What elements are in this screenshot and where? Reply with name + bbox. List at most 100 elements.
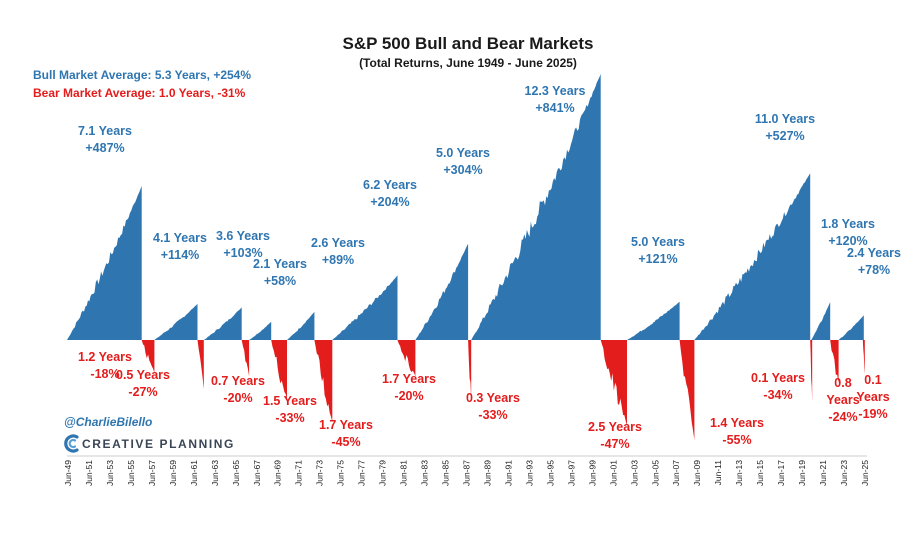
bear-return-label-3: -20% bbox=[223, 391, 252, 405]
market-labels: 7.1 Years +487% 4.1 Years +114% 3.6 Years +10… bbox=[78, 84, 901, 451]
bull-return-label-6: +204% bbox=[370, 195, 409, 209]
bear-return-label-4: -33% bbox=[275, 411, 304, 425]
bear-years-label-10: 0.1 Years bbox=[751, 371, 805, 385]
bear-average-label: Bear Market Average: 1.0 Years, -31% bbox=[33, 86, 246, 100]
bear-market-area-10 bbox=[810, 340, 813, 402]
bear-years-label-8: 2.5 Years bbox=[588, 420, 642, 434]
x-tick-label: Jun-03 bbox=[629, 460, 639, 486]
bear-market-area-1 bbox=[141, 340, 155, 373]
bull-return-label-11: +120% bbox=[828, 234, 867, 248]
brand-name: CREATIVE PLANNING bbox=[82, 437, 235, 451]
bull-return-label-7: +304% bbox=[443, 163, 482, 177]
bear-return-label-9: -55% bbox=[722, 433, 751, 447]
bear-years-label-1: 1.2 Years bbox=[78, 350, 132, 364]
bull-years-label-1: 7.1 Years bbox=[78, 124, 132, 138]
bear-years-unit-label-12: Years bbox=[856, 390, 889, 404]
bull-market-area-10 bbox=[694, 173, 811, 340]
bear-years-label-11: 0.8 bbox=[834, 376, 851, 390]
chart-subtitle: (Total Returns, June 1949 - June 2025) bbox=[359, 56, 577, 70]
bear-return-label-1: -18% bbox=[90, 367, 119, 381]
bear-return-label-8: -47% bbox=[600, 437, 629, 451]
x-tick-label: Jun-21 bbox=[818, 460, 828, 486]
x-tick-label: Jun-83 bbox=[420, 460, 430, 486]
bull-market-area-6 bbox=[332, 275, 398, 340]
bull-years-label-11: 1.8 Years bbox=[821, 217, 875, 231]
bear-return-label-6: -20% bbox=[394, 389, 423, 403]
bear-return-label-10: -34% bbox=[763, 388, 792, 402]
bull-market-area-12 bbox=[838, 315, 864, 340]
bull-years-label-10: 11.0 Years bbox=[755, 112, 815, 126]
bull-market-area-3 bbox=[203, 307, 242, 340]
bear-years-label-9: 1.4 Years bbox=[710, 416, 764, 430]
x-tick-label: Jun-07 bbox=[671, 460, 681, 486]
bull-years-label-6: 6.2 Years bbox=[363, 178, 417, 192]
bear-years-unit-label-11: Years bbox=[826, 393, 859, 407]
bull-return-label-2: +114% bbox=[161, 248, 200, 262]
x-tick-label: Jun-67 bbox=[252, 460, 262, 486]
x-tick-label: Jun-79 bbox=[378, 460, 388, 486]
credit-block: @CharlieBilello CREATIVE PLANNING bbox=[64, 415, 235, 453]
bull-return-label-4: +58% bbox=[264, 274, 296, 288]
x-tick-label: Jun-87 bbox=[462, 460, 472, 486]
x-tick-label: Jun-23 bbox=[839, 460, 849, 486]
bear-market-area-6 bbox=[397, 340, 416, 377]
bull-market-area-5 bbox=[287, 311, 315, 340]
bear-years-label-3: 0.7 Years bbox=[211, 374, 265, 388]
x-tick-label: Jun-77 bbox=[357, 460, 367, 486]
x-tick-label: Jun-57 bbox=[147, 460, 157, 486]
x-tick-label: Jun-11 bbox=[713, 460, 723, 486]
bull-return-label-3: +103% bbox=[223, 246, 262, 260]
bull-market-area-2 bbox=[154, 303, 198, 340]
bull-market-area-4 bbox=[249, 321, 272, 340]
x-tick-label: Jun-91 bbox=[503, 460, 513, 486]
bear-market-area-8 bbox=[600, 340, 627, 426]
bear-years-label-12: 0.1 bbox=[864, 373, 881, 387]
x-tick-label: Jun-61 bbox=[189, 460, 199, 486]
x-tick-label: Jun-25 bbox=[860, 460, 870, 486]
bear-years-label-4: 1.5 Years bbox=[263, 394, 317, 408]
bull-market-area-11 bbox=[811, 302, 831, 340]
bull-market-area-9 bbox=[627, 301, 680, 340]
x-tick-label: Jun-55 bbox=[126, 460, 136, 486]
bear-market-area-12 bbox=[862, 340, 865, 375]
x-tick-label: Jun-63 bbox=[210, 460, 220, 486]
bull-average-label: Bull Market Average: 5.3 Years, +254% bbox=[33, 68, 251, 82]
x-axis-ticks: Jun-49 Jun-51 Jun-53 Jun-55 Jun-57 Jun-59 Jun-… bbox=[63, 455, 870, 486]
bull-market-area-8 bbox=[471, 74, 601, 340]
bear-market-area-3 bbox=[241, 340, 250, 377]
bear-return-label-2: -27% bbox=[128, 385, 157, 399]
x-tick-label: Jun-65 bbox=[231, 460, 241, 486]
author-handle: @CharlieBilello bbox=[64, 415, 152, 429]
bear-return-label-11: -24% bbox=[828, 410, 857, 424]
bear-market-area-9 bbox=[679, 340, 695, 440]
bear-market-area-7 bbox=[468, 340, 472, 400]
x-tick-label: Jun-71 bbox=[294, 460, 304, 486]
x-tick-label: Jun-99 bbox=[587, 460, 597, 486]
chart-title: S&P 500 Bull and Bear Markets bbox=[342, 34, 593, 53]
bull-return-label-9: +121% bbox=[638, 252, 677, 266]
bull-market-area-7 bbox=[415, 243, 469, 340]
bear-return-label-12: -19% bbox=[858, 407, 887, 421]
x-tick-label: Jun-69 bbox=[273, 460, 283, 486]
bull-market-area-1 bbox=[67, 186, 142, 340]
bear-market-area-4 bbox=[271, 340, 287, 400]
bull-years-label-4: 2.1 Years bbox=[253, 257, 307, 271]
bull-years-label-9: 5.0 Years bbox=[631, 235, 685, 249]
bull-return-label-5: +89% bbox=[322, 253, 354, 267]
x-tick-label: Jun-97 bbox=[566, 460, 576, 486]
bear-years-label-6: 1.7 Years bbox=[382, 372, 436, 386]
bull-return-label-12: +78% bbox=[858, 263, 890, 277]
x-tick-label: Jun-59 bbox=[168, 460, 178, 486]
bull-years-label-12: 2.4 Years bbox=[847, 246, 901, 260]
x-tick-label: Jun-51 bbox=[84, 460, 94, 486]
x-tick-label: Jun-85 bbox=[441, 460, 451, 486]
x-tick-label: Jun-93 bbox=[524, 460, 534, 486]
bull-years-label-3: 3.6 Years bbox=[216, 229, 270, 243]
bear-years-label-2: 0.5 Years bbox=[116, 368, 170, 382]
x-tick-label: Jun-15 bbox=[755, 460, 765, 486]
creative-planning-logo-icon bbox=[64, 434, 79, 453]
bull-years-label-8: 12.3 Years bbox=[525, 84, 586, 98]
bull-years-label-2: 4.1 Years bbox=[153, 231, 207, 245]
x-tick-label: Jun-05 bbox=[650, 460, 660, 486]
